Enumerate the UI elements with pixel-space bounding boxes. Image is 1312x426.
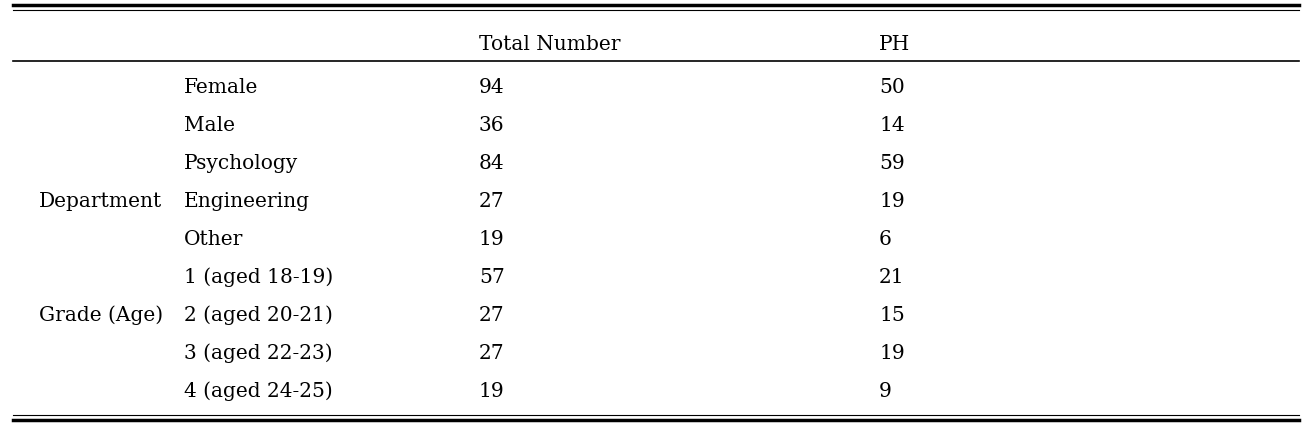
Text: 2 (aged 20-21): 2 (aged 20-21) [184, 305, 332, 325]
Text: 14: 14 [879, 116, 905, 135]
Text: 27: 27 [479, 192, 505, 210]
Text: 94: 94 [479, 78, 505, 97]
Text: 1 (aged 18-19): 1 (aged 18-19) [184, 267, 333, 287]
Text: Grade (Age): Grade (Age) [39, 305, 164, 325]
Text: Other: Other [184, 230, 243, 248]
Text: Department: Department [39, 192, 163, 210]
Text: 6: 6 [879, 230, 892, 248]
Text: 3 (aged 22-23): 3 (aged 22-23) [184, 343, 332, 363]
Text: PH: PH [879, 35, 911, 54]
Text: 4 (aged 24-25): 4 (aged 24-25) [184, 381, 332, 400]
Text: Female: Female [184, 78, 258, 97]
Text: 57: 57 [479, 268, 505, 286]
Text: 36: 36 [479, 116, 505, 135]
Text: 84: 84 [479, 154, 505, 173]
Text: 19: 19 [879, 343, 905, 362]
Text: 50: 50 [879, 78, 905, 97]
Text: Total Number: Total Number [479, 35, 621, 54]
Text: Psychology: Psychology [184, 154, 298, 173]
Text: 59: 59 [879, 154, 905, 173]
Text: Male: Male [184, 116, 235, 135]
Text: 9: 9 [879, 381, 892, 400]
Text: 19: 19 [879, 192, 905, 210]
Text: 27: 27 [479, 343, 505, 362]
Text: 27: 27 [479, 305, 505, 324]
Text: 15: 15 [879, 305, 905, 324]
Text: 19: 19 [479, 381, 505, 400]
Text: 19: 19 [479, 230, 505, 248]
Text: Engineering: Engineering [184, 192, 310, 210]
Text: 21: 21 [879, 268, 905, 286]
